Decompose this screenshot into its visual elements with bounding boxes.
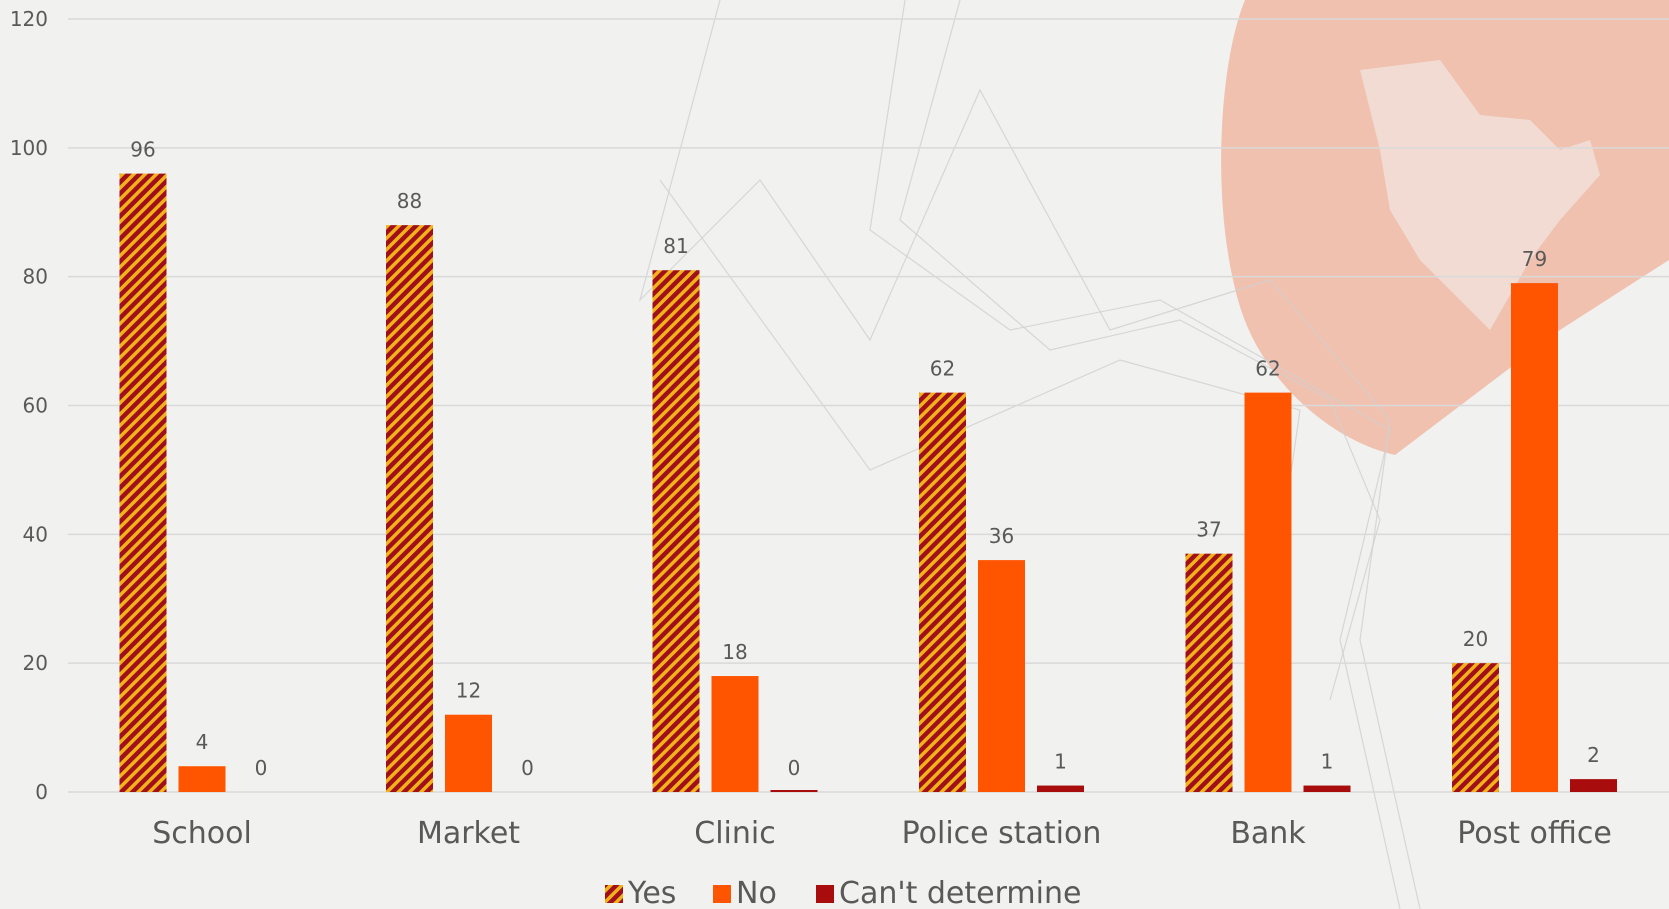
y-axis: 0 20 40 60 80 100 120	[10, 7, 48, 804]
bars	[119, 173, 1617, 793]
bar-can-t-determine-bank	[1303, 785, 1351, 792]
bar-can-t-determine-post-office	[1570, 779, 1617, 792]
background-decoration	[638, 0, 1669, 909]
legend: Yes No Can't determine	[605, 876, 1081, 909]
x-tick-label: School	[152, 816, 252, 851]
data-label: 4	[196, 730, 209, 754]
x-tick-label: Clinic	[694, 816, 775, 851]
globe-land-decoration	[1360, 60, 1600, 330]
data-label: 81	[663, 234, 688, 258]
x-tick-label: Market	[417, 816, 520, 851]
data-label: 96	[130, 138, 155, 162]
bar-yes-police-station	[919, 392, 966, 792]
bar-can-t-determine-police-station	[1037, 785, 1084, 792]
y-tick-label: 100	[10, 136, 48, 160]
data-label: 20	[1463, 627, 1488, 651]
data-label: 2	[1587, 743, 1600, 767]
data-label: 12	[456, 679, 481, 703]
data-label: 1	[1054, 750, 1067, 774]
bar-no-post-office	[1511, 283, 1558, 792]
map-line-decoration-2	[869, 0, 1401, 909]
bar-yes-market	[386, 225, 433, 793]
data-label: 79	[1522, 247, 1547, 271]
bar-no-bank	[1244, 392, 1292, 792]
data-label: 0	[255, 756, 268, 780]
data-label: 0	[521, 756, 534, 780]
legend-swatch-yes	[605, 885, 623, 903]
gridlines	[68, 18, 1669, 793]
legend-swatch-no	[713, 885, 731, 903]
map-line-decoration	[638, 0, 1421, 909]
data-label: 0	[788, 756, 801, 780]
legend-swatch-can-t-determine	[816, 885, 834, 903]
x-tick-label: Police station	[902, 816, 1102, 851]
data-label: 62	[1255, 357, 1280, 381]
bar-yes-clinic	[652, 270, 700, 793]
x-axis: School Market Clinic Police station Bank Post…	[152, 816, 1612, 851]
y-tick-label: 0	[35, 780, 48, 804]
y-tick-label: 20	[23, 651, 48, 675]
bar-no-police-station	[978, 560, 1025, 792]
legend-label: Yes	[627, 876, 676, 909]
data-label: 37	[1196, 518, 1221, 542]
bar-yes-school	[119, 173, 167, 793]
y-tick-label: 120	[10, 7, 48, 31]
x-tick-label: Bank	[1230, 816, 1306, 851]
y-tick-label: 80	[23, 265, 48, 289]
bar-no-clinic	[711, 676, 759, 792]
legend-label: Can't determine	[839, 876, 1081, 909]
bar-can-t-determine-clinic	[770, 790, 818, 792]
data-label: 36	[989, 524, 1014, 548]
y-tick-label: 40	[23, 522, 48, 546]
bar-yes-post-office	[1452, 663, 1499, 792]
map-line-decoration-3	[899, 0, 1381, 701]
y-tick-label: 60	[23, 394, 48, 418]
data-label: 62	[930, 357, 955, 381]
data-label: 18	[722, 640, 747, 664]
bar-no-school	[178, 766, 226, 792]
x-tick-label: Post office	[1457, 816, 1612, 851]
data-label: 88	[397, 189, 422, 213]
legend-label: No	[736, 876, 777, 909]
data-label: 1	[1321, 750, 1334, 774]
bar-yes-bank	[1185, 553, 1233, 792]
bar-no-market	[445, 714, 492, 792]
